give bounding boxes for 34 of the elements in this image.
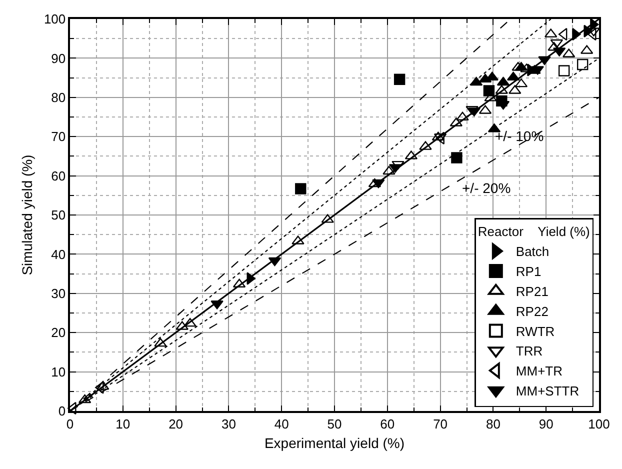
y-tick-label: 40 <box>51 246 66 262</box>
y-tick-label: 50 <box>51 208 66 223</box>
legend-title: Reactor Yield (%) <box>478 224 590 240</box>
legend-label: RP21 <box>516 284 548 299</box>
x-tick-label: 80 <box>486 416 500 432</box>
y-tick-label: 0 <box>58 404 66 419</box>
annotation: +/- 10% <box>495 128 544 144</box>
x-tick-label: 100 <box>588 416 610 432</box>
y-tick-label: 80 <box>51 90 66 105</box>
y-tick-label: 100 <box>44 12 66 27</box>
legend-label: MM+TR <box>516 364 563 379</box>
x-tick-label: 40 <box>274 416 289 432</box>
y-tick-label: 20 <box>51 325 66 340</box>
y-tick-label: 60 <box>51 168 66 184</box>
x-tick-label: 50 <box>327 416 342 432</box>
y-axis-title: Simulated yield (%) <box>19 154 36 276</box>
legend-label: Batch <box>516 244 550 260</box>
y-tick-label: 90 <box>51 50 66 66</box>
x-tick-label: 70 <box>433 416 448 432</box>
legend-label: RWTR <box>516 324 555 339</box>
legend-label: RP22 <box>516 304 548 319</box>
x-tick-label: 90 <box>538 416 554 432</box>
legend-label: MM+STTR <box>516 384 580 398</box>
x-tick-label: 60 <box>380 416 395 432</box>
annotation: +/- 20% <box>462 180 511 196</box>
y-tick-label: 10 <box>51 364 66 380</box>
y-tick-label: 70 <box>51 129 66 144</box>
x-tick-label: 30 <box>221 416 236 432</box>
x-tick-label: 10 <box>116 416 130 432</box>
x-axis-title: Experimental yield (%) <box>264 435 405 452</box>
legend-label: TRR <box>516 344 543 359</box>
legend-label: RP1 <box>516 264 542 280</box>
x-tick-label: 20 <box>168 416 184 432</box>
y-tick-label: 30 <box>51 286 66 301</box>
